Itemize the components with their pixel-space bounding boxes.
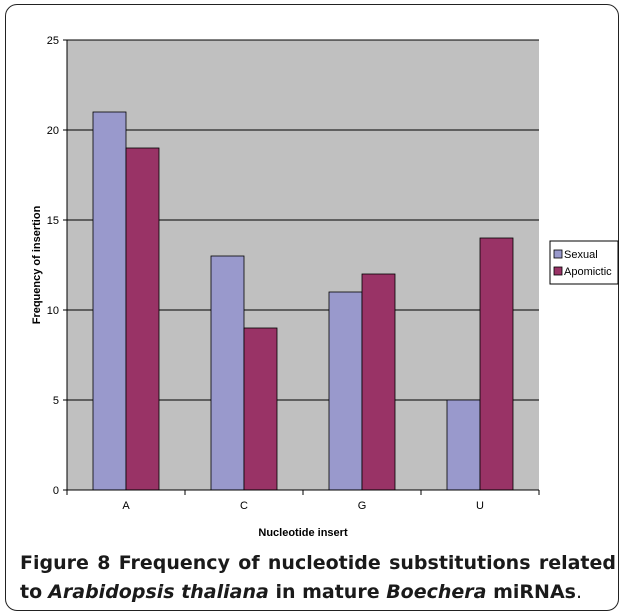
bar-sexual-a — [92, 111, 127, 491]
y-tick-label: 20 — [47, 125, 59, 137]
bar-chart: 0 5 10 15 20 25 A C G U Frequency of insertion N… — [31, 35, 619, 539]
caption-text-2: in mature — [268, 581, 387, 603]
bar-sexual-u — [446, 399, 481, 491]
x-tick-label: A — [122, 500, 130, 512]
y-tick-label: 15 — [47, 215, 59, 227]
y-axis: 0 5 10 15 20 25 — [47, 35, 68, 497]
legend-label-sexual: Sexual — [564, 249, 598, 261]
y-axis-label: Frequency of insertion — [31, 205, 43, 324]
bar-apomictic-u — [479, 237, 514, 491]
caption-period: . — [575, 581, 583, 603]
caption-genus: Boechera — [386, 581, 487, 603]
y-tick-label: 10 — [47, 305, 59, 317]
caption-label: Figure 8 — [20, 552, 111, 574]
legend-box — [549, 240, 619, 285]
legend-label-apomictic: Apomictic — [564, 266, 612, 278]
y-tick-label: 25 — [47, 35, 59, 47]
y-tick-label: 0 — [53, 485, 59, 497]
legend-swatch-sexual — [553, 249, 563, 259]
y-tick-label: 5 — [53, 395, 59, 407]
legend: Sexual Apomictic — [549, 240, 619, 285]
x-tick-label: C — [240, 500, 248, 512]
caption-text-3: miRNAs — [486, 581, 576, 603]
bar-apomictic-c — [243, 327, 278, 491]
x-axis-label: Nucleotide insert — [258, 527, 348, 539]
figure-caption: Figure 8 Frequency of nucleotide substit… — [20, 549, 616, 607]
legend-swatch-apomictic — [553, 266, 563, 276]
bars — [92, 111, 514, 491]
bar-apomictic-g — [361, 273, 396, 491]
x-tick-label: U — [476, 500, 484, 512]
bar-sexual-c — [210, 255, 245, 491]
bar-apomictic-a — [125, 147, 160, 491]
x-tick-label: G — [358, 500, 367, 512]
caption-species: Arabidopsis thaliana — [48, 581, 269, 603]
bar-sexual-g — [328, 291, 363, 491]
caption-text-1: Frequency of nucleotide substitutions re… — [20, 552, 616, 603]
